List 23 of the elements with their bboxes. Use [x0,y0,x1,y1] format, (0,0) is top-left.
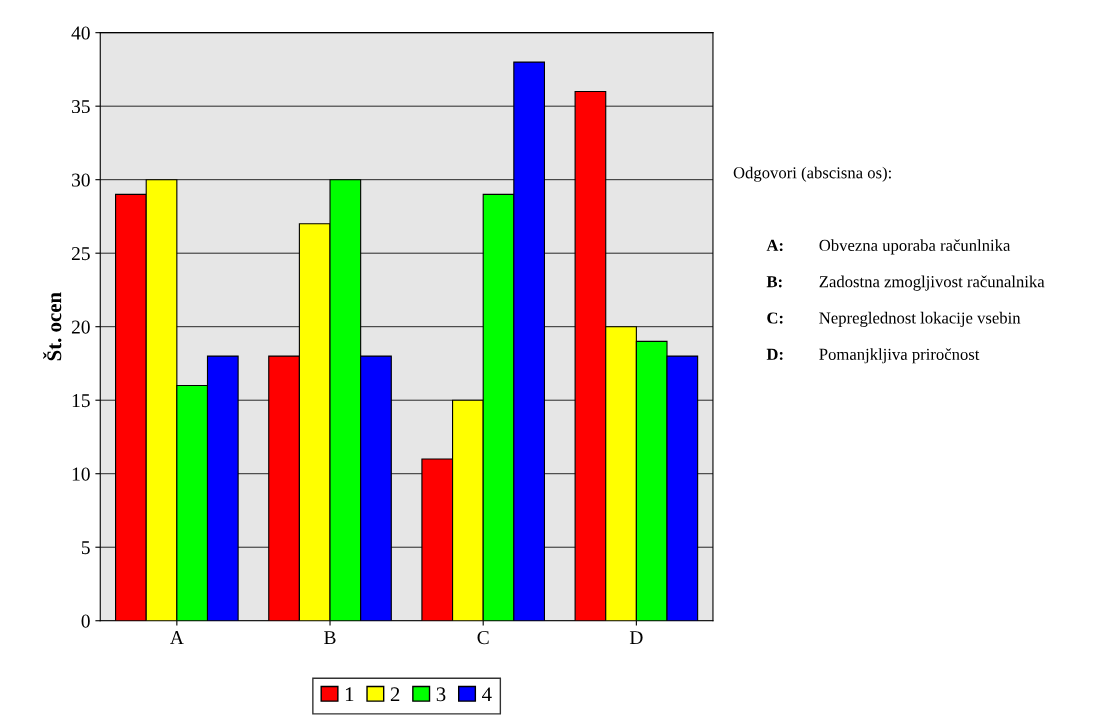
y-tick-label: 0 [81,614,90,628]
y-axis-title: Št. ocen [43,292,62,361]
legend-label: 3 [436,687,446,702]
y-tick-label: 40 [71,26,90,40]
y-tick-label: 20 [71,320,90,334]
y-tick-label: 15 [72,394,90,408]
text: A: Obvezna uporaba računlnika [766,239,1011,255]
text: B: Zadostna zmogljivost računalnika [766,275,1045,291]
legend-label: 1 [345,687,354,702]
legend-label: 2 [390,687,400,702]
x-tick-label: D [629,631,643,644]
text: Odgovori (abscisna os): [733,166,891,182]
y-tick-label: 35 [72,100,90,114]
x-tick-label: B [324,631,336,644]
y-tick-label: 25 [71,247,90,261]
y-tick-label: 30 [72,173,90,187]
text: C: Nepreglednost lokacije vsebin [767,311,1021,328]
y-tick-label: 10 [72,467,90,481]
text: D: Pomanjkljiva priročnost [766,348,980,364]
x-tick-label: A [170,631,184,644]
legend-label: 4 [482,687,492,702]
x-tick-label: C [477,631,489,645]
y-tick-label: 5 [81,541,90,555]
